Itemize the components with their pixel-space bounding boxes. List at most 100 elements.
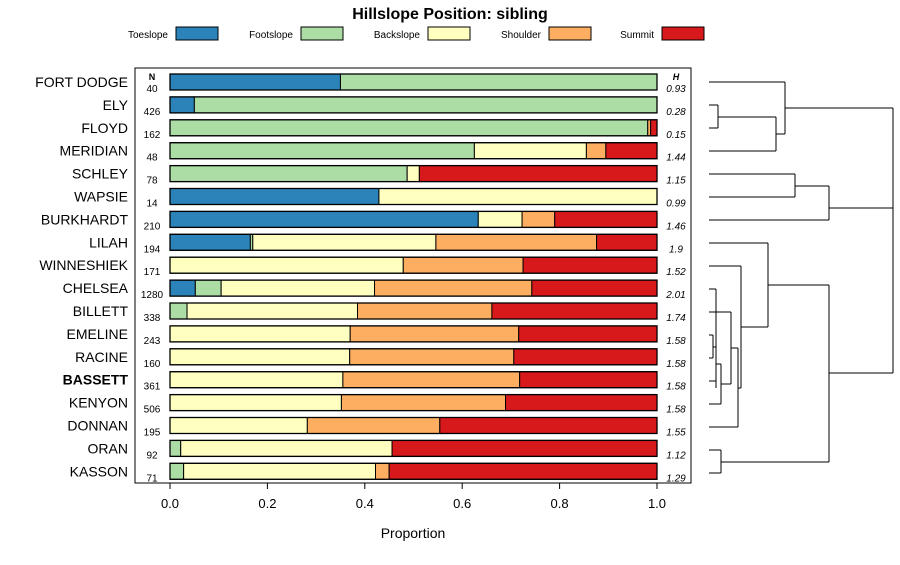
bar-segment xyxy=(169,371,344,389)
legend-label: Shoulder xyxy=(501,30,542,41)
row-n: 361 xyxy=(144,382,161,393)
row-h: 1.58 xyxy=(666,405,686,416)
row-label: FORT DODGE xyxy=(35,74,128,90)
row-h: 0.15 xyxy=(666,130,686,141)
row-n: 194 xyxy=(144,244,161,255)
dendrogram xyxy=(709,81,894,474)
row-h: 1.46 xyxy=(666,221,686,232)
bar-segment xyxy=(169,302,188,320)
bar-segment xyxy=(169,279,196,297)
row-n: 48 xyxy=(146,153,158,164)
row-n: 506 xyxy=(144,405,161,416)
bar-segment xyxy=(554,210,658,228)
bar-segment xyxy=(505,394,658,412)
bar-segment xyxy=(374,279,533,297)
bar-segment xyxy=(193,96,658,114)
row-n: 14 xyxy=(146,199,158,210)
bar-segment xyxy=(356,302,493,320)
row: CHELSEA 1280 2.01 xyxy=(63,279,686,301)
row-n: 210 xyxy=(144,221,161,232)
row-label: CHELSEA xyxy=(63,280,129,296)
row-n: 426 xyxy=(144,107,161,118)
bar-outline xyxy=(169,393,658,412)
bar-segment xyxy=(169,165,408,183)
bar-segment xyxy=(194,279,222,297)
legend-label: Backslope xyxy=(374,30,421,41)
bar-outline xyxy=(169,348,658,366)
bar-segment xyxy=(418,165,658,183)
bar-segment xyxy=(169,462,185,480)
row-label: WAPSIE xyxy=(74,189,128,205)
x-tick-label: 0.0 xyxy=(161,496,179,511)
bar-segment xyxy=(349,325,520,343)
row-h: 1.15 xyxy=(666,176,686,187)
bar-segment xyxy=(186,302,358,320)
legend-swatch xyxy=(175,26,219,41)
row: FLOYD 162 0.15 xyxy=(81,119,686,141)
row-label: SCHLEY xyxy=(72,166,129,182)
row-h: 1.74 xyxy=(666,313,686,324)
row: DONNAN 195 1.55 xyxy=(67,416,686,439)
bar-segment xyxy=(169,439,182,457)
bar-segment xyxy=(477,210,523,228)
row-label: MERIDIAN xyxy=(60,143,128,159)
x-tick-label: 0.2 xyxy=(258,496,276,511)
row-n: 162 xyxy=(144,130,161,141)
row-label: DONNAN xyxy=(67,418,128,434)
bar-segment xyxy=(388,462,658,480)
legend-swatch xyxy=(427,26,471,41)
bar-segment xyxy=(406,165,420,183)
bar-segment xyxy=(531,279,658,297)
row-h: 1.12 xyxy=(666,450,686,461)
bar-segment xyxy=(439,417,658,434)
row: BASSETT 361 1.58 xyxy=(63,371,686,393)
row-n: 92 xyxy=(146,450,158,461)
bar-segment xyxy=(596,233,658,251)
bar-segment xyxy=(521,210,556,228)
row-h: 2.01 xyxy=(665,290,685,301)
row: MERIDIAN 48 1.44 xyxy=(60,142,686,164)
bar-segment xyxy=(306,417,441,434)
bar-segment xyxy=(169,348,351,366)
row-n: 71 xyxy=(146,473,158,484)
bar-outline xyxy=(169,439,658,458)
row-n: 160 xyxy=(144,359,161,370)
bar-segment xyxy=(605,142,658,160)
bar-outline xyxy=(169,371,658,389)
row-label: KENYON xyxy=(69,395,128,411)
bar-segment xyxy=(169,233,251,251)
row-label: BASSETT xyxy=(63,372,129,388)
row-n: 338 xyxy=(144,313,161,324)
row: RACINE 160 1.58 xyxy=(75,348,686,370)
row: SCHLEY 78 1.15 xyxy=(72,164,686,187)
bar-outline xyxy=(169,210,658,229)
row-h: 1.58 xyxy=(666,359,686,370)
bar-segment xyxy=(169,256,404,274)
bar-segment xyxy=(169,210,479,228)
row-n: 40 xyxy=(146,84,158,95)
row-label: KASSON xyxy=(70,463,128,479)
row-h: 0.93 xyxy=(666,84,686,95)
bar-segment xyxy=(169,73,341,91)
bar-segment xyxy=(519,371,658,389)
bar-segment xyxy=(513,348,658,366)
row: KASSON 71 1.29 xyxy=(70,462,686,484)
row-h: 1.55 xyxy=(666,428,686,439)
row: FORT DODGE 40 0.93 xyxy=(35,73,686,95)
row-label: RACINE xyxy=(75,349,128,365)
bar-segment xyxy=(252,233,437,251)
bar-segment xyxy=(349,348,515,366)
h-header: H xyxy=(673,72,680,82)
bar-segment xyxy=(391,439,658,457)
row-h: 1.44 xyxy=(666,153,686,164)
row: WINNESHIEK 171 1.52 xyxy=(39,256,686,278)
row-label: EMELINE xyxy=(67,326,128,342)
row-label: WINNESHIEK xyxy=(39,257,128,273)
bar-segment xyxy=(650,119,658,137)
legend-label: Footslope xyxy=(249,30,293,41)
bar-segment xyxy=(585,142,607,160)
x-tick-label: 0.8 xyxy=(551,496,569,511)
row-n: 243 xyxy=(144,336,161,347)
bar-segment xyxy=(180,439,393,457)
